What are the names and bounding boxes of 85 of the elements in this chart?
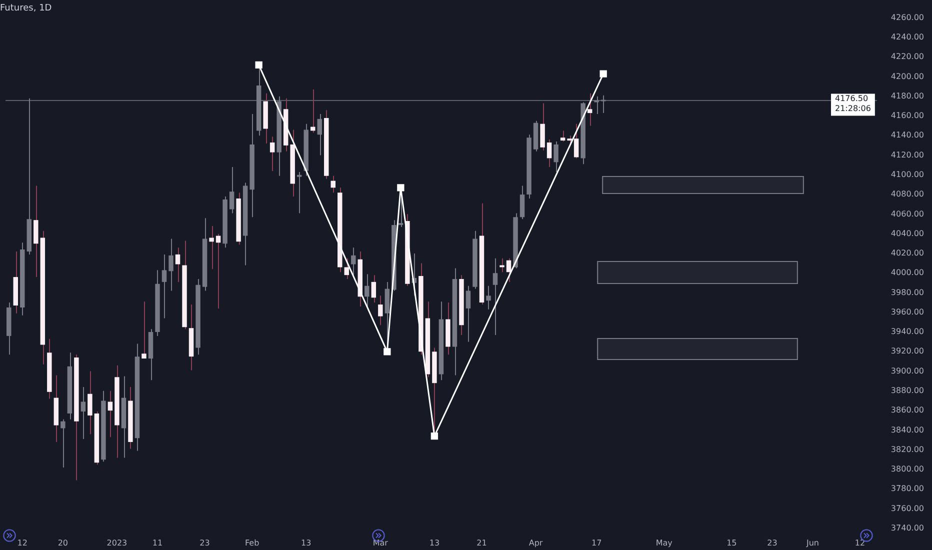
candlestick: [216, 233, 221, 309]
y-tick-label: 3840.00: [890, 425, 924, 434]
y-tick-label: 4160.00: [890, 111, 924, 120]
candlestick: [317, 114, 322, 156]
candlestick: [546, 139, 552, 168]
y-tick-label: 4040.00: [890, 228, 924, 238]
y-tick-label: 3800.00: [890, 464, 924, 474]
candlestick: [60, 418, 66, 468]
candlestick: [466, 285, 471, 342]
y-tick-label: 3940.00: [890, 327, 924, 336]
candlestick: [520, 185, 525, 220]
candlestick: [500, 258, 504, 273]
candlestick: [540, 102, 545, 151]
y-tick-label: 4260.00: [890, 12, 924, 22]
candlestick: [209, 225, 214, 270]
y-tick-label: 3740.00: [890, 523, 924, 532]
x-tick-label: 23: [767, 538, 778, 548]
y-tick-label: 3980.00: [890, 288, 924, 297]
y-tick-label: 4220.00: [890, 52, 924, 62]
candlestick: [296, 171, 302, 214]
candlestick: [229, 166, 234, 214]
point: [600, 70, 607, 78]
point: [397, 184, 404, 192]
candlestick: [162, 254, 167, 319]
candlestick: [175, 247, 180, 282]
y-tick-label: 4240.00: [890, 32, 924, 42]
candlestick: [486, 285, 491, 310]
annotation: 21:28:06: [834, 104, 871, 113]
candlestick: [378, 295, 383, 326]
y-tick-label: 3820.00: [890, 444, 924, 454]
candlestick: [574, 123, 579, 159]
candlestick: [351, 247, 356, 276]
candlestick: [108, 390, 113, 438]
y-tick-label: 3960.00: [890, 307, 924, 316]
x-tick-label: Feb: [244, 538, 260, 548]
candlestick: [330, 175, 336, 194]
y-tick-label: 3860.00: [890, 406, 924, 415]
y-tick-label: 4140.00: [890, 130, 924, 140]
x-tick-label: 23: [200, 538, 210, 548]
candlestick: [270, 136, 275, 172]
y-tick-label: 4100.00: [890, 170, 924, 179]
candlestick: [34, 185, 38, 278]
point: [255, 61, 262, 69]
candlestick: [371, 274, 376, 304]
y-tick-label: 4200.00: [890, 72, 924, 81]
x-tick-label: May: [656, 538, 673, 548]
x-tick-label: 13: [301, 538, 312, 548]
candlestick: [492, 258, 498, 336]
candlestick: [88, 370, 92, 435]
candlestick: [560, 130, 566, 142]
y-tick-label: 4060.00: [890, 209, 924, 218]
x-tick-label: 12: [17, 538, 28, 548]
point: [384, 348, 391, 356]
x-tick-label: 13: [429, 538, 440, 548]
y-tick-label: 4020.00: [890, 248, 924, 258]
candlestick: [600, 94, 606, 114]
x-tick-label: Jun: [805, 538, 819, 548]
point: [430, 432, 438, 440]
x-tick-label: 2023: [106, 538, 128, 548]
candlestick: [80, 386, 86, 440]
candlestick: [142, 301, 146, 360]
y-tick-label: 4120.00: [890, 150, 924, 160]
y-tick-label: 3900.00: [890, 366, 924, 376]
candlestick: [587, 92, 592, 126]
x-tick-label: 17: [591, 538, 602, 548]
candlestick: [554, 141, 558, 172]
candlestick: [344, 258, 349, 280]
x-tick-label: Apr: [528, 538, 544, 548]
candlestick: [364, 274, 370, 307]
y-tick-label: 4180.00: [890, 91, 924, 100]
y-tick-label: 3880.00: [890, 386, 924, 396]
x-tick-label: Mar: [372, 538, 389, 548]
x-tick-label: 20: [58, 538, 68, 548]
x-tick-label: 21: [476, 538, 487, 548]
chart-title: Futures, 1D: [0, 4, 52, 14]
x-tick-label: 11: [152, 538, 163, 548]
candlestick: [506, 258, 512, 282]
y-tick-label: 4080.00: [890, 190, 924, 199]
y-tick-label: 3920.00: [890, 346, 924, 356]
candlestick: [168, 238, 174, 292]
y-tick-label: 3760.00: [890, 504, 924, 513]
x-tick-label: 15: [726, 538, 737, 548]
y-tick-label: 3780.00: [890, 484, 924, 494]
ref-line-label: 4176.50: [834, 94, 868, 103]
y-tick-label: 4000.00: [890, 268, 924, 278]
